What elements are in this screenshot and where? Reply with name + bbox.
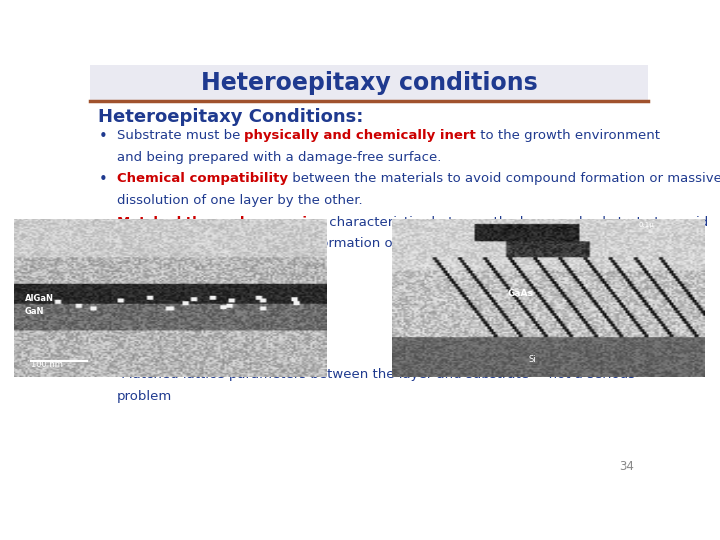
Text: 0.1μ: 0.1μ <box>639 221 654 228</box>
Text: •: • <box>99 129 107 144</box>
Text: AlGaN: AlGaN <box>24 294 54 303</box>
Text: between the materials to avoid compound formation or massive: between the materials to avoid compound … <box>288 172 720 186</box>
Text: excess stress upon cooling → formation of dislocation at the interface, or even : excess stress upon cooling → formation o… <box>117 238 703 251</box>
Text: dissolution of one layer by the other.: dissolution of one layer by the other. <box>117 194 362 207</box>
Text: Matched lattice parameters between the layer and substrate → not a serious: Matched lattice parameters between the l… <box>117 368 635 381</box>
Text: to the growth environment: to the growth environment <box>476 129 660 142</box>
Text: Substrate must be: Substrate must be <box>117 129 244 142</box>
FancyBboxPatch shape <box>90 65 648 100</box>
Text: 34: 34 <box>619 460 634 473</box>
Text: problem: problem <box>117 390 172 403</box>
Text: GaAs: GaAs <box>507 289 533 298</box>
Text: •: • <box>99 216 107 231</box>
Text: •: • <box>99 368 107 383</box>
Text: Chemical compatibility: Chemical compatibility <box>117 172 288 186</box>
Text: GaN: GaN <box>24 307 45 316</box>
Text: •: • <box>99 172 107 187</box>
Text: of the structure: of the structure <box>117 259 221 272</box>
Text: Heteroepitaxy Conditions:: Heteroepitaxy Conditions: <box>99 109 364 126</box>
Text: 100 nm: 100 nm <box>31 360 63 369</box>
Text: Si: Si <box>528 355 536 364</box>
Text: characteristics between the layer and substrate to avoid: characteristics between the layer and su… <box>325 216 708 229</box>
Text: Matched thermal expansion: Matched thermal expansion <box>117 216 325 229</box>
Text: physically and chemically inert: physically and chemically inert <box>244 129 476 142</box>
Text: and being prepared with a damage-free surface.: and being prepared with a damage-free su… <box>117 151 441 164</box>
Text: Heteroepitaxy conditions: Heteroepitaxy conditions <box>201 71 537 94</box>
